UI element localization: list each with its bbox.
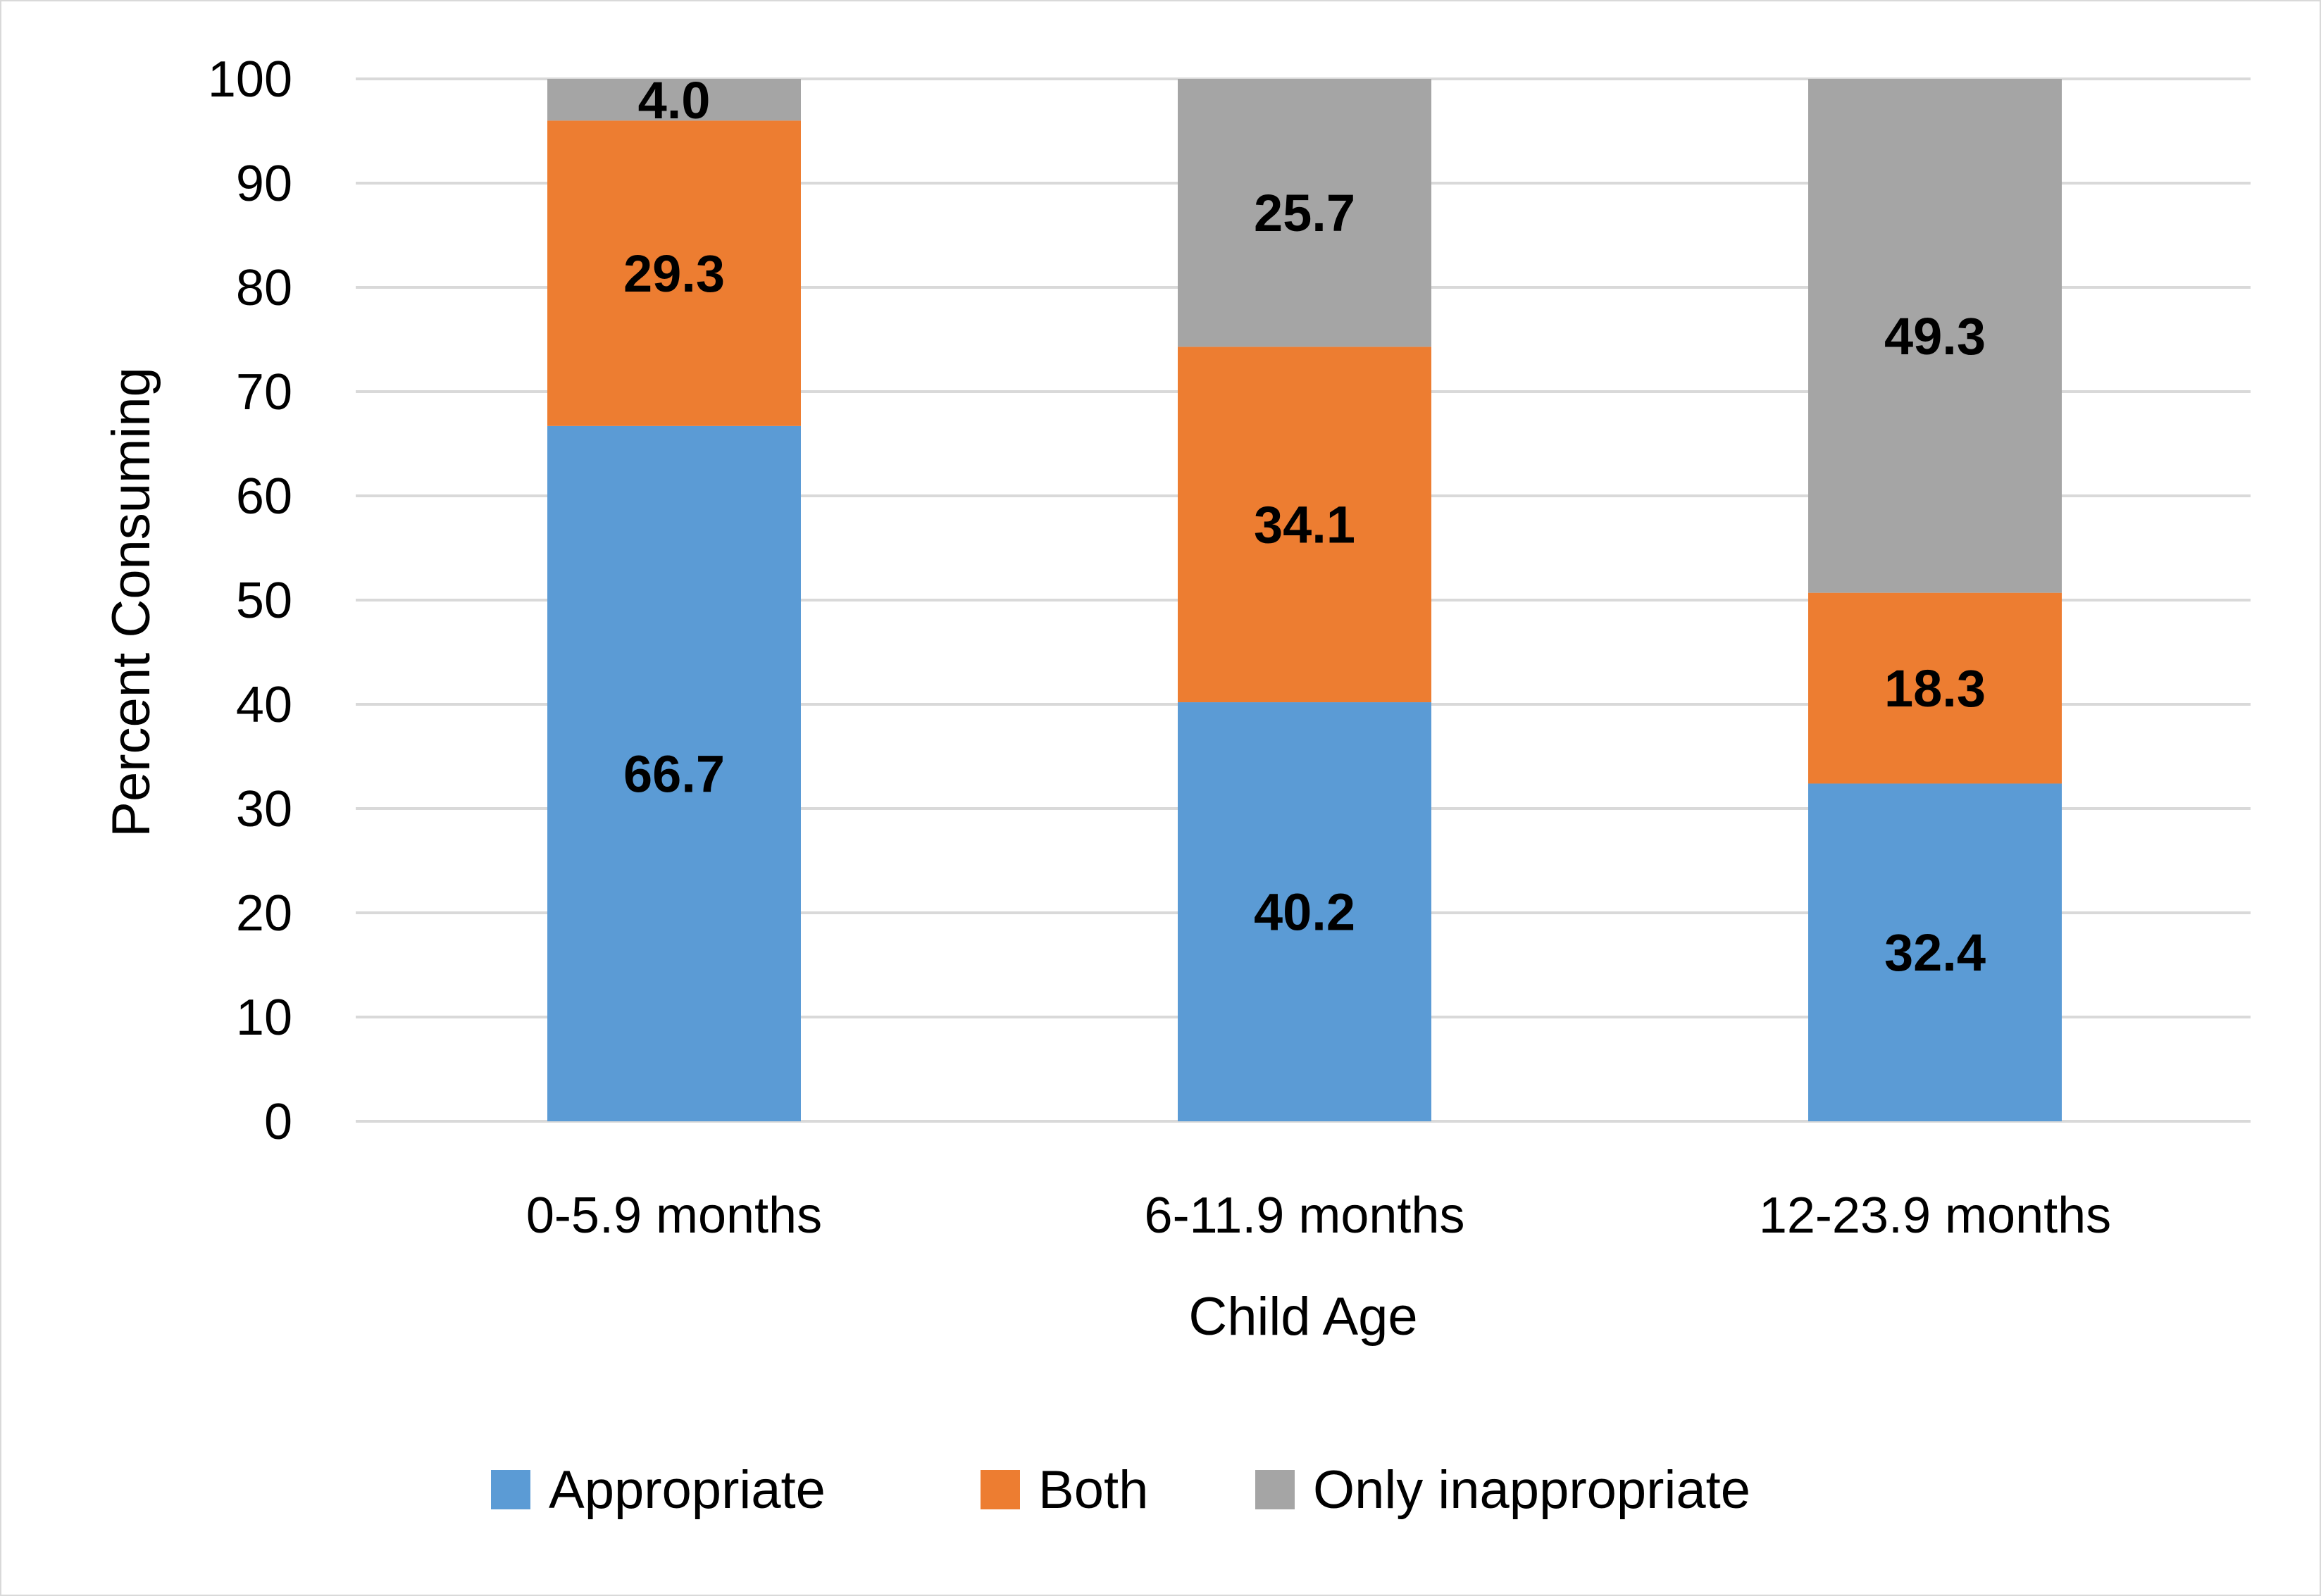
y-tick-label: 70 <box>236 364 292 420</box>
data-label: 32.4 <box>1884 923 1986 982</box>
legend-item: Both <box>981 1460 1148 1520</box>
bar-appropriate-1 <box>547 425 801 1121</box>
legend: Appropriate Both Only inappropriate <box>491 1460 1750 1520</box>
y-tick-label: 30 <box>236 781 292 837</box>
x-tick-label: 12-23.9 months <box>1759 1187 2111 1244</box>
x-tick-label: 0-5.9 months <box>526 1187 822 1244</box>
y-tick-label: 90 <box>236 156 292 212</box>
bar-appropriate-3 <box>1808 783 2062 1121</box>
data-label: 40.2 <box>1254 883 1355 942</box>
data-label: 49.3 <box>1884 307 1986 366</box>
y-tick-label: 0 <box>264 1094 292 1150</box>
data-label: 29.3 <box>623 244 725 303</box>
y-axis-title: Percent Consuming <box>101 367 161 837</box>
legend-swatch <box>981 1470 1020 1509</box>
y-tick-label: 20 <box>236 885 292 942</box>
bar-only-inappropriate-3 <box>1808 79 2062 593</box>
x-axis-ticks: 0-5.9 months 6-11.9 months 12-23.9 months <box>526 1187 2111 1244</box>
x-axis-title: Child Age <box>1188 1287 1417 1347</box>
legend-item: Appropriate <box>491 1460 826 1520</box>
y-tick-label: 80 <box>236 260 292 316</box>
y-tick-label: 100 <box>208 51 292 108</box>
legend-label: Both <box>1038 1460 1148 1520</box>
data-label: 18.3 <box>1884 659 1986 718</box>
legend-swatch <box>1255 1470 1295 1509</box>
data-label: 25.7 <box>1254 184 1355 242</box>
legend-label: Appropriate <box>549 1460 826 1520</box>
y-axis-ticks: 0 10 20 30 40 50 60 70 80 90 100 <box>208 51 292 1150</box>
bars <box>547 79 2062 1121</box>
x-tick-label: 6-11.9 months <box>1145 1187 1465 1244</box>
data-labels: 66.7 29.3 4.0 40.2 34.1 25.7 32.4 18.3 49.3 <box>623 71 1986 982</box>
bar-appropriate-2 <box>1178 702 1431 1121</box>
bar-both-1 <box>547 120 801 426</box>
bar-only-inappropriate-2 <box>1178 79 1431 347</box>
y-tick-label: 60 <box>236 468 292 525</box>
y-tick-label: 40 <box>236 677 292 733</box>
legend-swatch <box>491 1470 530 1509</box>
bar-both-2 <box>1178 347 1431 703</box>
bar-only-inappropriate-1 <box>547 79 801 121</box>
legend-item: Only inappropriate <box>1255 1460 1750 1520</box>
data-label: 4.0 <box>638 71 711 130</box>
legend-label: Only inappropriate <box>1313 1460 1750 1520</box>
y-tick-label: 50 <box>236 573 292 629</box>
data-label: 34.1 <box>1254 496 1355 554</box>
data-label: 66.7 <box>623 744 725 803</box>
bar-both-3 <box>1808 592 2062 784</box>
y-tick-label: 10 <box>236 990 292 1046</box>
